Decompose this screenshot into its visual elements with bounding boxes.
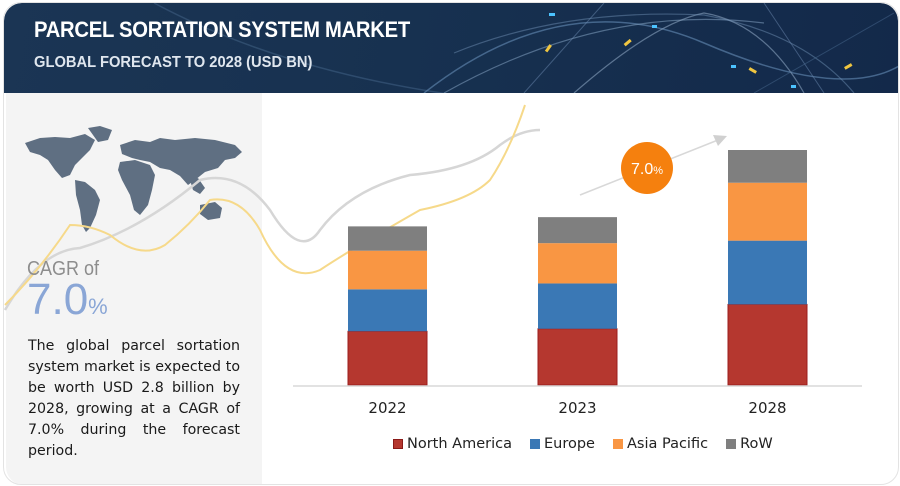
- cagr-label: CAGR of: [27, 258, 100, 280]
- bar-north-america-2023: [537, 328, 618, 386]
- bar-europe-2028: [728, 240, 807, 305]
- growth-arrowhead-icon: [713, 135, 727, 146]
- bar-europe-2023: [538, 283, 617, 329]
- legend-label: Europe: [543, 436, 595, 452]
- legend-swatch: [393, 439, 403, 449]
- world-map-icon: [25, 126, 242, 232]
- bar-north-america-2028: [727, 303, 808, 386]
- cagr-value: 7.0%: [27, 278, 108, 329]
- bar-area: [347, 150, 808, 386]
- legend-label: Asia Pacific: [626, 436, 709, 452]
- cagr-badge-text: 7.0%: [631, 161, 663, 178]
- decorative-curve-gray: [3, 128, 541, 311]
- cagr-badge: [621, 142, 673, 194]
- legend-item-asia-pacific: Asia Pacific: [612, 436, 709, 452]
- bar-asia-pacific-2028: [728, 182, 807, 241]
- x-tick-label: 2022: [368, 399, 406, 417]
- legend-swatch: [726, 439, 737, 449]
- legend-item-north-america: North America: [393, 436, 512, 452]
- bar-row-2023: [538, 217, 617, 244]
- page-title: PARCEL SORTATION SYSTEM MARKET: [34, 17, 410, 42]
- legend-swatch: [612, 439, 623, 449]
- chart-legend: North America Europe Asia Pacific RoW: [393, 436, 773, 452]
- legend-item-row: RoW: [726, 436, 773, 452]
- market-description: The global parcel sortation system marke…: [28, 338, 240, 459]
- x-tick-label: 2023: [558, 399, 596, 417]
- bar-north-america-2022: [347, 330, 428, 386]
- header-decoration: [153, 3, 898, 93]
- bar-row-2028: [728, 150, 807, 183]
- bar-asia-pacific-2022: [348, 250, 427, 290]
- page-subtitle: GLOBAL FORECAST TO 2028 (USD BN): [34, 54, 313, 71]
- x-tick-label: 2028: [748, 399, 786, 417]
- header-banner: PARCEL SORTATION SYSTEM MARKET GLOBAL FO…: [4, 3, 898, 93]
- bar-asia-pacific-2023: [538, 243, 617, 284]
- x-axis-ticks: 2022 2023 2028: [368, 399, 786, 417]
- cagr-number: 7.0: [27, 275, 89, 324]
- cagr-unit: %: [88, 294, 108, 319]
- bar-europe-2022: [348, 289, 427, 332]
- bar-row-2022: [348, 226, 427, 251]
- legend-label: RoW: [740, 436, 773, 452]
- legend-label: North America: [407, 436, 512, 452]
- decorative-curve-yellow: [4, 104, 526, 306]
- legend-swatch: [529, 439, 540, 449]
- legend-item-europe: Europe: [529, 436, 595, 452]
